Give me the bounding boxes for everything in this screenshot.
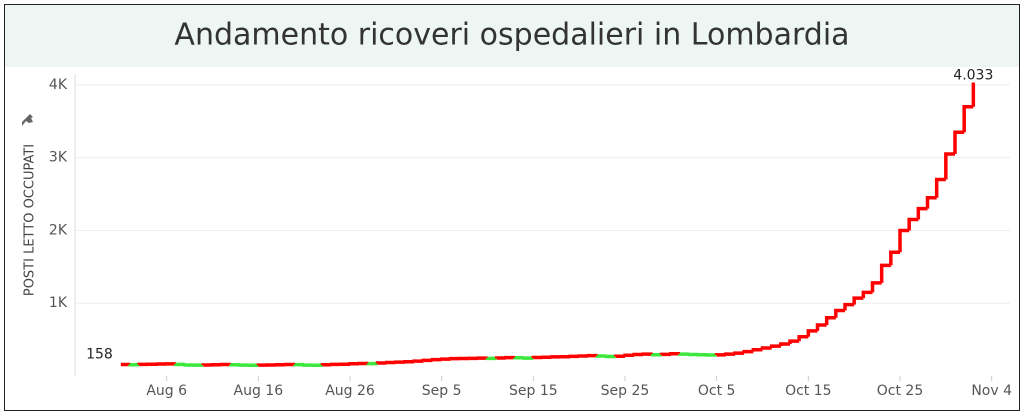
step-segment <box>320 362 332 367</box>
step-segment <box>384 360 396 365</box>
y-axis-title: POSTI LETTO OCCUPATI <box>23 144 38 296</box>
step-segment <box>788 339 800 344</box>
step-segment <box>724 352 735 356</box>
step-segment <box>889 250 900 266</box>
pin-icon[interactable] <box>22 114 33 126</box>
step-segment <box>531 355 543 360</box>
step-segment <box>962 104 974 133</box>
x-tick-label: Aug 26 <box>325 383 375 399</box>
step-segment <box>815 323 827 331</box>
x-tick-label: Sep 15 <box>509 383 558 399</box>
title-band <box>5 5 1019 67</box>
step-segment <box>879 263 891 283</box>
step-segment <box>742 349 754 354</box>
frame <box>4 4 1020 411</box>
step-segment <box>760 346 772 350</box>
x-tick-label: Aug 16 <box>234 383 284 399</box>
step-segment <box>934 177 946 198</box>
step-segment <box>779 342 790 347</box>
step-segment <box>604 354 616 359</box>
x-tick-label: Aug 6 <box>146 383 187 399</box>
step-segment <box>843 302 855 311</box>
y-tick-label: 2K <box>49 222 68 238</box>
step-segment <box>824 316 836 326</box>
step-segment <box>861 290 873 299</box>
step-segment <box>870 281 882 293</box>
step-segment <box>421 358 433 363</box>
x-tick-label: Nov 4 <box>971 383 1012 399</box>
step-segment <box>953 130 965 155</box>
y-tick-label: 1K <box>49 295 68 311</box>
step-segment <box>733 351 745 355</box>
step-segment <box>852 296 864 305</box>
step-segment <box>834 308 845 318</box>
value-label: 4.033 <box>953 68 993 84</box>
step-segment <box>797 334 809 342</box>
step-segment <box>632 352 644 357</box>
y-tick-label: 4K <box>49 77 68 93</box>
step-segment <box>925 195 937 209</box>
step-segment <box>944 152 955 180</box>
step-segment <box>898 228 910 253</box>
step-segment <box>183 363 195 367</box>
step-segment <box>907 217 919 231</box>
value-label: 158 <box>86 347 113 363</box>
chart-title: Andamento ricoveri ospedalieri in Lombar… <box>174 18 849 53</box>
step-segment <box>375 361 387 365</box>
y-tick-label: 3K <box>49 150 68 166</box>
step-segment <box>412 359 424 363</box>
step-segment <box>769 344 781 348</box>
step-segment <box>806 329 818 337</box>
x-tick-label: Oct 25 <box>877 383 923 399</box>
x-tick-label: Sep 5 <box>422 383 462 399</box>
step-segment <box>650 353 662 357</box>
x-tick-label: Oct 15 <box>785 383 831 399</box>
step-segment <box>439 357 451 361</box>
step-segment <box>751 348 763 352</box>
x-tick-label: Sep 25 <box>601 383 650 399</box>
x-tick-label: Oct 5 <box>698 383 736 399</box>
step-segment <box>430 357 442 362</box>
step-segment <box>623 353 635 358</box>
step-segment <box>916 206 928 220</box>
step-segment <box>669 352 680 356</box>
